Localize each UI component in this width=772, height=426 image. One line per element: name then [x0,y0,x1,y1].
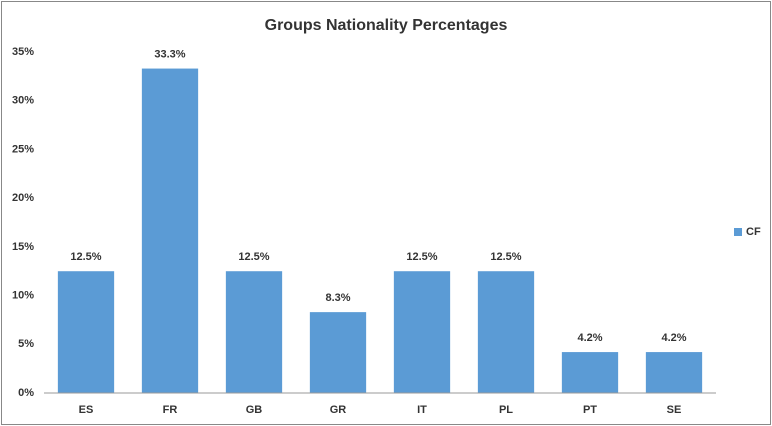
bar [225,271,283,393]
data-label: 4.2% [661,332,686,344]
data-label: 12.5% [70,251,101,263]
chart-title: Groups Nationality Percentages [265,17,508,34]
x-tick-label: IT [417,404,427,416]
data-label: 12.5% [406,251,437,263]
y-tick-label: 30% [12,95,34,107]
y-tick-label: 35% [12,46,34,58]
x-tick-label: GB [246,404,263,416]
bar [645,352,703,393]
data-label: 12.5% [238,251,269,263]
data-label: 8.3% [325,292,350,304]
x-tick-label: GR [330,404,347,416]
bar [561,352,619,393]
y-tick-label: 25% [12,143,34,155]
data-label: 12.5% [490,251,521,263]
legend-swatch [734,228,742,236]
x-tick-label: PT [583,404,597,416]
y-tick-label: 0% [18,387,34,399]
y-tick-label: 20% [12,192,34,204]
y-tick-label: 5% [18,338,34,350]
bar [57,271,115,393]
y-tick-label: 10% [12,289,34,301]
x-tick-label: ES [79,404,94,416]
legend-label: CF [746,226,761,238]
data-label: 4.2% [577,332,602,344]
bar [309,312,367,393]
y-tick-label: 15% [12,241,34,253]
data-label: 33.3% [154,48,185,60]
x-tick-label: FR [163,404,178,416]
bar [393,271,451,393]
x-tick-label: SE [667,404,682,416]
bar [141,68,199,393]
x-tick-label: PL [499,404,513,416]
bar [477,271,535,393]
